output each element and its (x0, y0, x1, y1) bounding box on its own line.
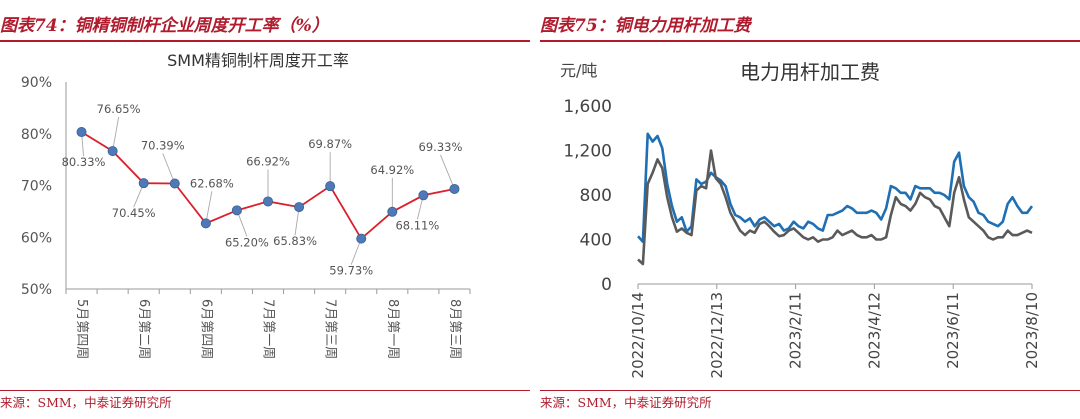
data-point (169, 178, 180, 189)
utilization-rate-chart: SMM精铜制杆周度开工率 50% 60% 70% 80% 90% 5月第四周 6月第二周 6月… (21, 51, 471, 359)
data-point (356, 233, 367, 244)
chart-title: SMM精铜制杆周度开工率 (167, 51, 349, 70)
y-axis-unit: 元/吨 (560, 61, 597, 80)
chart-title: 电力用杆加工费 (740, 60, 880, 84)
x-tick-label: 6月第二周 (136, 299, 151, 359)
y-tick-label: 90% (21, 75, 52, 91)
chart-axes: 0 400 800 1,200 1,600 2022/10/14 2022/12/13 202… (563, 97, 1041, 378)
data-label: 62.68% (190, 176, 234, 190)
leader-line (162, 153, 176, 184)
left-figure-panel: 图表74：铜精铜制杆企业周度开工率（%） SMM精铜制杆周度开工率 50% 60%… (0, 0, 530, 419)
data-point (200, 218, 211, 229)
data-label: 69.87% (308, 137, 352, 151)
y-tick-label: 400 (580, 231, 612, 251)
right-title-rule (540, 40, 1080, 42)
x-tick-label: 7月第一周 (261, 299, 276, 359)
data-point (231, 205, 242, 216)
data-point (325, 181, 336, 192)
leader-line (112, 117, 120, 152)
x-tick-label: 2022/12/13 (708, 292, 726, 378)
data-point (76, 127, 87, 138)
y-tick-label: 50% (21, 282, 52, 298)
x-tick-label: 2023/6/11 (944, 292, 962, 369)
data-point (294, 202, 305, 213)
data-point (138, 178, 149, 189)
leader-line (440, 154, 455, 190)
x-tick-label: 2023/2/11 (787, 292, 805, 369)
right-figure-source: 来源：SMM，中泰证券研究所 (540, 395, 712, 410)
data-label: 70.39% (141, 138, 185, 152)
x-tick-label: 5月第四周 (74, 299, 89, 359)
left-figure-source: 来源：SMM，中泰证券研究所 (0, 395, 172, 410)
data-label: 66.92% (246, 154, 290, 168)
data-label: 59.73% (329, 264, 373, 278)
x-tick-label: 2022/10/14 (629, 292, 647, 378)
processing-fee-chart: 电力用杆加工费 元/吨 0 400 800 1,200 1,600 2022/10/14 2… (560, 60, 1041, 378)
data-label: 65.83% (273, 234, 317, 248)
y-tick-label: 800 (580, 186, 612, 206)
right-figure-title: 图表75：铜电力用杆加工费 (540, 16, 751, 36)
y-tick-label: 60% (21, 230, 52, 246)
x-tick-label: 8月第三周 (447, 299, 462, 359)
y-tick-label: 70% (21, 179, 52, 195)
left-figure-title: 图表74：铜精铜制杆企业周度开工率（%） (0, 16, 329, 36)
data-point (418, 190, 429, 201)
x-tick-label: 6月第四周 (198, 299, 213, 359)
data-label: 76.65% (97, 102, 141, 116)
series-line-blue (637, 132, 1034, 243)
data-point (262, 196, 273, 207)
right-source-rule (540, 390, 1080, 391)
chart-axes: 50% 60% 70% 80% 90% 5月第四周 6月第二周 6月第四周 7月第一周 7月第三周… (21, 75, 471, 359)
leader-line (205, 191, 213, 224)
x-tick-label: 7月第三周 (323, 299, 338, 359)
x-tick-label: 8月第一周 (385, 299, 400, 359)
left-title-rule (0, 40, 530, 42)
right-figure-panel: 图表75：铜电力用杆加工费 电力用杆加工费 元/吨 0 400 800 1,200 1,… (540, 0, 1080, 419)
data-label: 65.20% (225, 235, 269, 249)
x-tick-label: 2023/8/10 (1023, 292, 1041, 369)
chart-marks (637, 132, 1034, 266)
y-tick-label: 0 (601, 275, 612, 295)
y-tick-label: 80% (21, 127, 52, 143)
data-point (387, 206, 398, 217)
y-tick-label: 1,600 (563, 97, 612, 117)
data-label: 80.33% (62, 155, 106, 169)
left-source-rule (0, 390, 530, 391)
data-label: 68.11% (395, 218, 439, 232)
y-tick-label: 1,200 (563, 142, 612, 162)
data-label: 64.92% (370, 163, 414, 177)
data-point (107, 146, 118, 157)
x-tick-label: 2023/4/12 (865, 292, 883, 369)
data-label: 69.33% (419, 140, 463, 154)
series-line-gray (637, 149, 1033, 266)
data-point (449, 183, 460, 194)
data-label: 70.45% (112, 206, 156, 220)
chart-marks: 80.33% 76.65% 70.45% 70.39% 62.68% 65.20% 66.9… (62, 102, 463, 278)
